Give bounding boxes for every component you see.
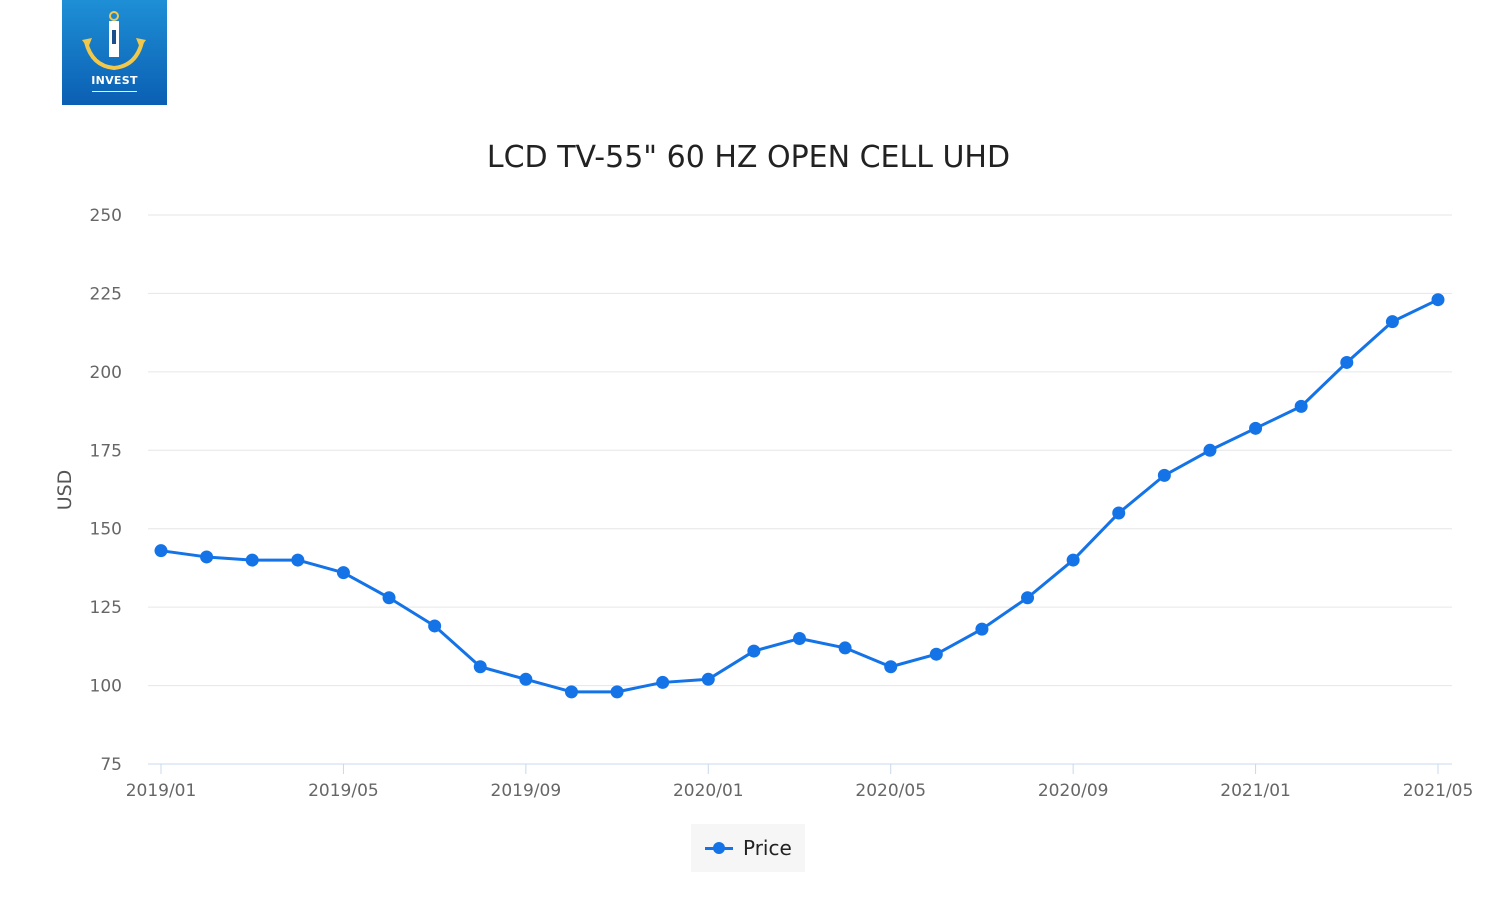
data-point	[1157, 468, 1171, 482]
logo-underline	[92, 91, 137, 92]
data-point	[975, 622, 989, 636]
data-point	[1385, 315, 1399, 329]
data-point	[245, 553, 259, 567]
x-tick-label: 2020/09	[1038, 781, 1109, 801]
data-point	[1340, 355, 1354, 369]
data-point	[1294, 399, 1308, 413]
data-point	[1066, 553, 1080, 567]
data-point	[200, 550, 214, 564]
data-point	[610, 685, 624, 699]
y-tick-label: 100	[90, 677, 122, 697]
logo-text: INVEST	[91, 74, 138, 87]
data-point	[701, 672, 715, 686]
data-point	[291, 553, 305, 567]
anchor-icon	[82, 11, 146, 71]
chart-title: LCD TV-55" 60 HZ OPEN CELL UHD	[486, 140, 1011, 175]
x-tick-label: 2021/01	[1220, 781, 1291, 801]
data-point	[1431, 293, 1445, 307]
data-point	[884, 660, 898, 674]
x-tick-label: 2019/09	[491, 781, 562, 801]
x-tick-label: 2019/05	[308, 781, 379, 801]
data-point	[656, 675, 670, 689]
y-axis-label: USD	[54, 470, 76, 511]
legend[interactable]: Price	[691, 824, 805, 872]
x-tick-label: 2020/05	[855, 781, 926, 801]
data-point	[154, 544, 168, 558]
y-tick-label: 200	[90, 363, 122, 383]
data-point	[1203, 443, 1217, 457]
invest-logo: INVEST	[62, 0, 167, 105]
legend-marker-icon	[705, 842, 733, 854]
x-tick-label: 2020/01	[673, 781, 744, 801]
data-point	[793, 632, 806, 646]
y-tick-label: 150	[90, 520, 122, 540]
legend-label: Price	[743, 836, 792, 860]
data-point	[428, 619, 442, 633]
data-point	[519, 672, 533, 686]
x-tick-label: 2021/05	[1403, 781, 1474, 801]
data-point	[1112, 506, 1126, 520]
data-point	[1249, 421, 1263, 435]
x-tick-label: 2019/01	[126, 781, 197, 801]
data-point	[336, 566, 350, 580]
y-tick-label: 250	[90, 206, 122, 226]
data-point	[382, 591, 396, 605]
data-point	[747, 644, 761, 658]
data-point	[564, 685, 578, 699]
data-point	[929, 647, 943, 661]
y-tick-label: 175	[90, 441, 122, 461]
data-point	[473, 660, 487, 674]
data-point	[838, 641, 852, 655]
data-point	[1021, 591, 1035, 605]
y-tick-label: 125	[90, 598, 122, 618]
y-tick-label: 225	[90, 284, 122, 304]
y-tick-label: 75	[100, 755, 122, 775]
